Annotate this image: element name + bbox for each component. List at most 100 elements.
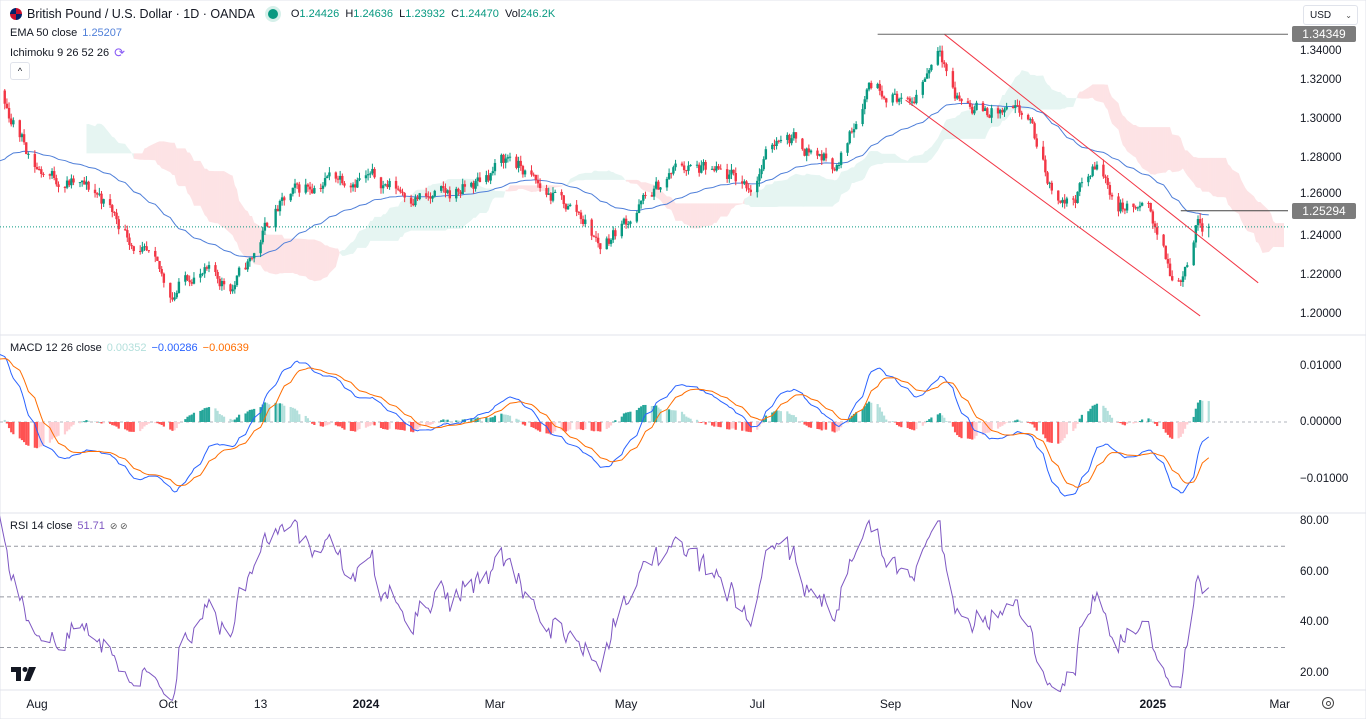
macd-histogram-bar <box>132 422 135 432</box>
ichimoku-cloud-segment <box>1148 127 1151 175</box>
ichimoku-cloud-segment <box>1135 124 1138 162</box>
candle-body <box>758 174 761 181</box>
ichimoku-cloud-segment <box>1133 124 1136 158</box>
candle-body <box>1061 199 1064 203</box>
ema-legend[interactable]: EMA 50 close 1.25207 <box>10 27 122 39</box>
currency-select[interactable]: USD ⌄ <box>1303 5 1358 25</box>
candle-body <box>672 167 675 174</box>
candle-body <box>319 188 322 190</box>
macd-histogram-bar <box>670 410 673 422</box>
macd-histogram-bar <box>625 412 628 422</box>
macd-histogram-bar <box>3 419 6 422</box>
ichimoku-cloud-segment <box>1210 157 1214 197</box>
candle-body <box>132 246 135 251</box>
ichimoku-cloud-segment <box>912 155 915 163</box>
macd-histogram-bar <box>741 422 744 431</box>
candle-body <box>205 267 209 269</box>
ichimoku-cloud-segment <box>340 250 343 256</box>
macd-histogram-bar <box>1181 422 1185 434</box>
ichimoku-cloud-segment <box>350 241 354 254</box>
ichimoku-cloud-segment <box>430 184 433 231</box>
rsi-legend[interactable]: RSI 14 close 51.71 ⊘ ⊘ <box>10 520 128 532</box>
candle-body <box>220 280 224 287</box>
candle-body <box>900 97 903 99</box>
ichimoku-cloud-segment <box>387 207 390 241</box>
candle-body <box>818 154 821 156</box>
candle-body <box>951 71 955 88</box>
macd-histogram-bar <box>820 422 823 431</box>
candle-body <box>897 98 901 102</box>
macd-histogram-bar <box>861 409 864 422</box>
candle-body <box>265 222 269 227</box>
ichimoku-cloud-segment <box>441 181 444 231</box>
candle-body <box>1108 185 1112 195</box>
ichimoku-cloud-segment <box>434 183 442 231</box>
ichimoku-cloud-segment <box>548 185 551 192</box>
macd-histogram-bar <box>259 407 262 422</box>
macd-histogram-bar <box>397 422 400 430</box>
chart-settings-icon[interactable] <box>1322 697 1334 709</box>
ichimoku-cloud-segment <box>808 174 811 207</box>
macd-legend[interactable]: MACD 12 26 close 0.00352 −0.00286 −0.006… <box>10 342 249 354</box>
macd-histogram-bar <box>493 415 497 422</box>
ichimoku-cloud-segment <box>864 155 867 178</box>
macd-histogram-bar <box>1044 422 1047 439</box>
macd-histogram-bar <box>1048 422 1051 443</box>
macd-histogram-bar <box>175 422 178 429</box>
candle-body <box>652 188 656 197</box>
ichimoku-cloud-segment <box>477 182 480 216</box>
macd-histogram-bar <box>425 422 428 427</box>
macd-histogram-bar <box>1184 422 1187 429</box>
ichimoku-cloud-segment <box>983 111 986 139</box>
candle-body <box>147 250 150 252</box>
ichimoku-cloud-segment <box>510 185 517 192</box>
candle-body <box>199 273 202 278</box>
candle-body <box>515 156 518 168</box>
macd-histogram-bar <box>794 417 798 422</box>
macd-histogram-bar <box>637 407 641 422</box>
ichimoku-cloud-segment <box>909 156 913 163</box>
ichimoku-cloud-segment <box>879 152 882 165</box>
macd-histogram-bar <box>66 422 69 432</box>
candle-body <box>231 289 234 292</box>
macd-histogram-bar <box>218 414 221 422</box>
candle-body <box>244 267 247 270</box>
macd-histogram-bar <box>1072 422 1075 431</box>
candle-body <box>100 193 103 204</box>
candle-body <box>57 184 60 188</box>
ichimoku-legend[interactable]: Ichimoku 9 26 52 26 ⟳ <box>10 45 125 61</box>
time-axis-label: Aug <box>26 697 48 711</box>
ichimoku-cloud-segment <box>561 185 564 187</box>
candle-body <box>1196 219 1200 226</box>
ichimoku-cloud-segment <box>277 234 280 275</box>
tradingview-logo[interactable] <box>11 667 37 681</box>
candle-body <box>1026 114 1030 120</box>
macd-histogram-bar <box>805 422 808 426</box>
candle-body <box>719 168 722 170</box>
symbol-title[interactable]: British Pound / U.S. Dollar · 1D · OANDA <box>27 7 255 21</box>
candle-body <box>715 166 718 171</box>
ichimoku-cloud-segment <box>894 153 897 163</box>
ichimoku-cloud-segment <box>630 179 637 184</box>
candle-body <box>169 282 172 298</box>
candle-body <box>655 181 658 189</box>
ichimoku-cloud-segment <box>946 118 953 140</box>
macd-label: MACD 12 26 close <box>10 342 102 354</box>
macd-histogram-bar <box>124 422 127 430</box>
ichimoku-cloud-segment <box>1228 164 1231 207</box>
ichimoku-cloud-segment <box>1223 157 1226 198</box>
candle-body <box>444 188 447 193</box>
macd-histogram-bar <box>517 419 520 422</box>
macd-histogram-bar <box>414 422 417 431</box>
candle-body <box>966 101 970 103</box>
macd-histogram-bar <box>893 422 896 423</box>
macd-histogram-bar <box>222 416 226 422</box>
ichimoku-cloud-segment <box>230 174 233 236</box>
volume-value: 246.2K <box>520 8 556 20</box>
ichimoku-cloud-segment <box>312 239 315 282</box>
ichimoku-cloud-segment <box>834 179 837 205</box>
macd-histogram-bar <box>590 422 593 431</box>
macd-histogram-bar <box>575 422 578 430</box>
collapse-legend-button[interactable]: ^ <box>10 62 30 80</box>
